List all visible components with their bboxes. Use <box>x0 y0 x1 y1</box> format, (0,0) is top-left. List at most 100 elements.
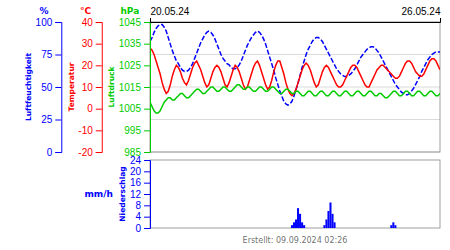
bar <box>248 228 250 229</box>
tick-label: 16 <box>130 177 142 188</box>
bar <box>179 228 181 229</box>
line <box>150 85 440 113</box>
bar <box>200 228 202 229</box>
tick-mark <box>144 44 150 45</box>
bar <box>256 228 258 229</box>
bar <box>204 228 206 229</box>
bar <box>317 228 319 229</box>
bar <box>390 225 392 228</box>
bar <box>411 228 413 229</box>
tick-mark <box>144 228 150 229</box>
bar <box>305 228 307 229</box>
tick-mark <box>55 152 61 153</box>
tick: -20 <box>78 147 101 158</box>
bar <box>329 203 331 229</box>
tick-mark <box>144 130 150 131</box>
tick-mark <box>144 205 150 206</box>
tick: 40 <box>82 17 102 28</box>
bar <box>340 228 342 229</box>
tick-mark <box>144 194 150 195</box>
bar <box>287 228 289 229</box>
bar <box>388 228 390 229</box>
tick-mark <box>55 87 61 88</box>
bar <box>348 228 350 229</box>
axis-line <box>144 161 151 229</box>
bar <box>242 228 244 229</box>
tick-label: 30 <box>82 38 94 49</box>
tick-label: 1035 <box>119 38 142 49</box>
bar <box>437 228 439 229</box>
bar <box>277 228 279 229</box>
bar <box>431 228 433 229</box>
bar <box>405 228 407 229</box>
axis-unit: hPa <box>120 6 139 16</box>
axis-line <box>144 23 151 153</box>
frames <box>150 22 440 228</box>
tick-mark <box>144 22 150 23</box>
bar <box>433 228 435 229</box>
tick-label: 12 <box>130 189 142 200</box>
bar <box>342 228 344 229</box>
bar <box>165 228 167 229</box>
bar <box>210 228 212 229</box>
tick: 1025 <box>119 60 150 71</box>
tick: 0 <box>135 223 150 234</box>
bar <box>279 228 281 229</box>
axis-unit: °C <box>80 6 92 16</box>
tick-label: 50 <box>41 82 53 93</box>
bar <box>413 228 415 229</box>
bar <box>183 228 185 229</box>
tick-mark <box>96 152 102 153</box>
tick-label: 0 <box>87 103 93 114</box>
bar <box>386 228 388 229</box>
grid-line <box>150 119 440 120</box>
tick-mark <box>150 18 151 22</box>
bar <box>224 228 226 229</box>
tick-label: 8 <box>135 200 141 211</box>
bar <box>415 228 417 229</box>
bar <box>228 228 230 229</box>
tick-label: 1045 <box>119 17 142 28</box>
bar <box>175 228 177 229</box>
tick-mark <box>144 183 150 184</box>
bar <box>396 228 398 229</box>
bar <box>220 228 222 229</box>
axis-line <box>55 23 62 153</box>
bar <box>254 228 256 229</box>
bar <box>177 228 179 229</box>
bar <box>439 228 440 229</box>
tick-mark <box>96 22 102 23</box>
bar <box>218 228 220 229</box>
bar <box>372 228 374 229</box>
tick-mark <box>144 217 150 218</box>
bar <box>407 228 409 229</box>
bar <box>161 228 163 229</box>
tick-label: 26.05.24 <box>402 6 441 17</box>
bar <box>208 228 210 229</box>
bar <box>194 228 196 229</box>
bar <box>344 228 346 229</box>
tick-label: 0 <box>135 223 141 234</box>
bar <box>173 228 175 229</box>
bar <box>234 228 236 229</box>
tick-label: 40 <box>82 17 94 28</box>
bar <box>263 228 265 229</box>
tick: 50 <box>41 82 61 93</box>
bar <box>303 225 305 228</box>
tick-mark <box>440 18 441 22</box>
bar <box>250 228 252 229</box>
bar <box>159 228 161 229</box>
bar <box>283 228 285 229</box>
bar <box>356 228 358 229</box>
bar <box>358 228 360 229</box>
bar <box>319 228 321 229</box>
tick-label: 1005 <box>119 103 142 114</box>
bar <box>153 228 155 229</box>
tick-mark <box>55 22 61 23</box>
tick-mark <box>96 87 102 88</box>
bar <box>167 228 169 229</box>
tick-label: 100 <box>36 17 53 28</box>
bar <box>378 228 380 229</box>
tick: 20 <box>82 60 102 71</box>
tick: -10 <box>78 125 101 136</box>
